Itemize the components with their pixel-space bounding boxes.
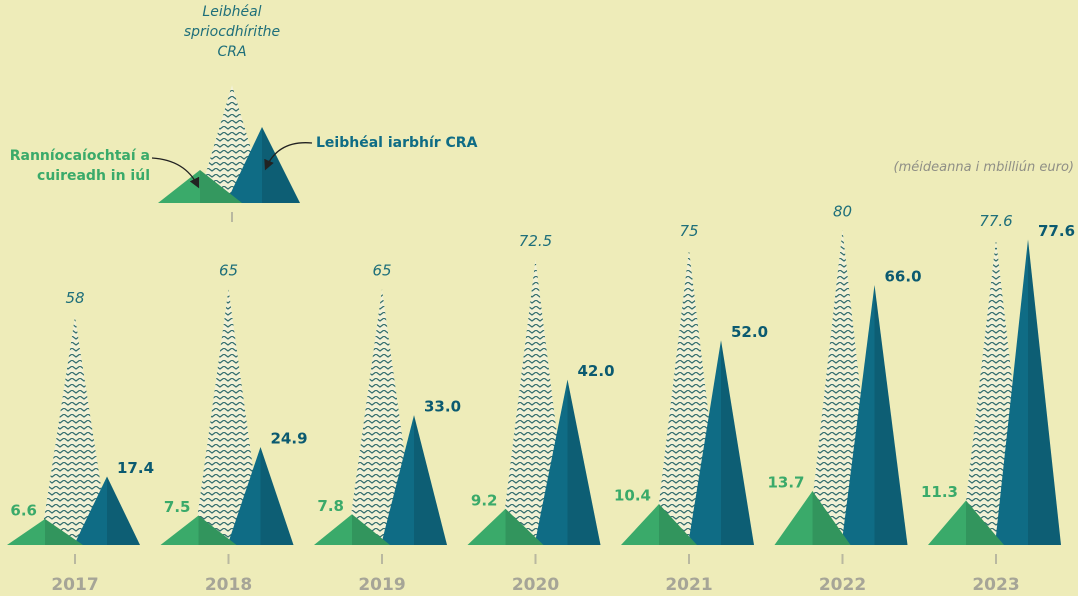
triangle-shade: [1028, 239, 1061, 545]
value-label: 42.0: [578, 362, 615, 380]
value-label: 77.6: [1038, 222, 1075, 240]
x-tick-label: 2018: [205, 575, 252, 595]
value-label: 66.0: [885, 268, 922, 286]
value-label: 11.3: [921, 483, 958, 501]
value-label: 80: [833, 203, 852, 221]
value-label: 7.5: [164, 498, 191, 516]
triangle-shade: [568, 380, 601, 545]
chart: 58 17.4 6.6 2017 65 24.9 7.5 2018 65 33.0 7.8 2019 7…: [0, 0, 1078, 596]
triangle-shade: [875, 285, 908, 545]
value-label: 33.0: [424, 398, 461, 416]
legend-illustration: [152, 85, 312, 222]
value-label: 13.7: [767, 474, 804, 492]
legend-contrib: Ranníocaíochtaí a cuireadh in iúl: [0, 146, 150, 186]
value-label: 10.4: [614, 487, 651, 505]
legend-actual: Leibhéal iarbhír CRA: [316, 133, 477, 153]
x-tick-label: 2020: [512, 575, 559, 595]
value-label: 9.2: [471, 491, 498, 509]
value-label: 52.0: [731, 323, 768, 341]
value-label: 58: [65, 289, 84, 307]
page: 58 17.4 6.6 2017 65 24.9 7.5 2018 65 33.0 7.8 2019 7…: [0, 0, 1078, 596]
x-tick-label: 2017: [51, 575, 98, 595]
value-label: 72.5: [519, 232, 552, 250]
value-label: 17.4: [117, 459, 154, 477]
triangle-shade: [107, 476, 140, 545]
triangle-shade: [414, 415, 447, 545]
value-label: 24.9: [271, 429, 308, 447]
x-tick-label: 2023: [972, 575, 1019, 595]
value-label: 75: [679, 222, 698, 240]
x-tick-label: 2022: [819, 575, 866, 595]
x-tick-label: 2021: [665, 575, 712, 595]
value-label: 65: [219, 262, 238, 280]
note: (méideanna i mbilliún euro): [894, 158, 1074, 178]
triangle-shade: [721, 340, 754, 545]
x-tick-label: 2019: [358, 575, 405, 595]
value-label: 77.6: [979, 212, 1012, 230]
legend-target: Leibhéal spriocdhírithe CRA: [172, 2, 292, 62]
value-label: 7.8: [317, 497, 344, 515]
triangle-shade: [261, 447, 294, 545]
value-label: 65: [372, 262, 391, 280]
value-label: 6.6: [10, 502, 37, 520]
